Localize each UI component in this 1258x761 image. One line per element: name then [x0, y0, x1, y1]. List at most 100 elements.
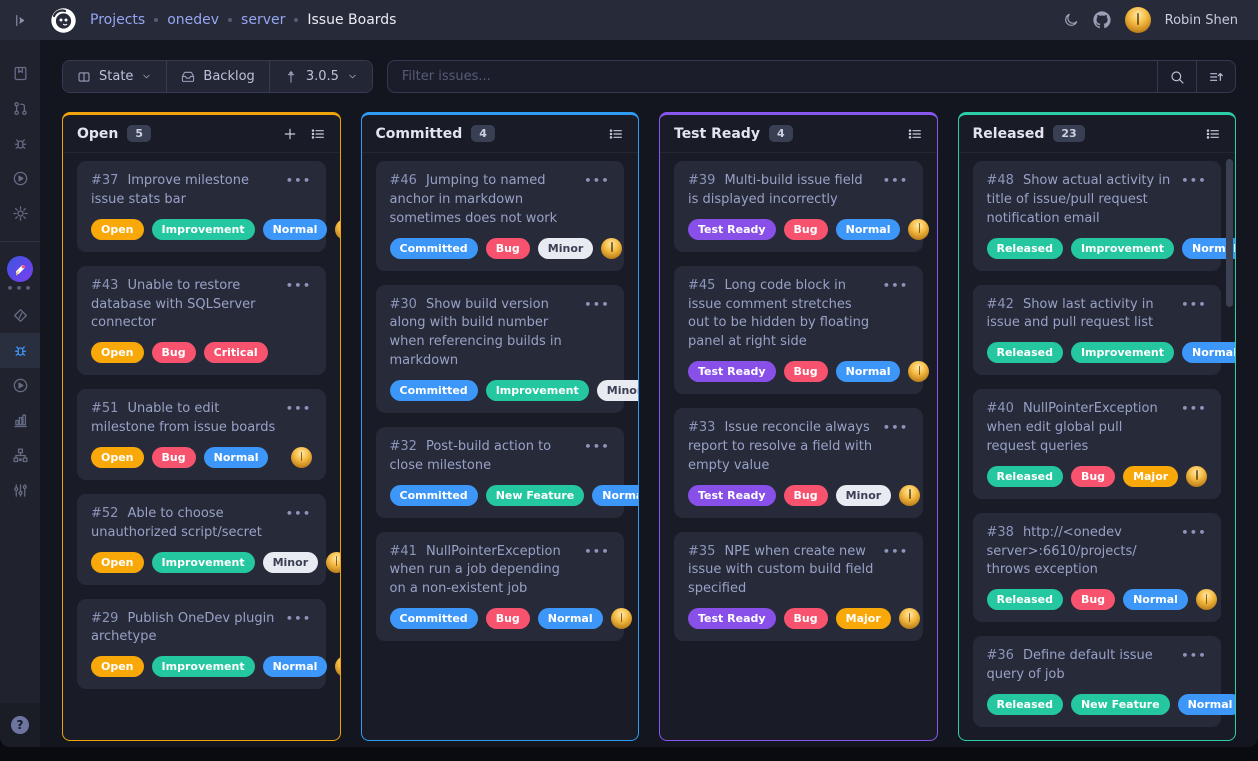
- issue-card-48[interactable]: #48 Show actual activity in title of issu…: [972, 161, 1235, 271]
- sidebar-item-project-settings[interactable]: [0, 473, 40, 508]
- card-menu-button[interactable]: •••: [882, 174, 909, 187]
- issue-card-38[interactable]: #38 http://<onedev server>:6610/projects/…: [972, 512, 1221, 623]
- assignee-avatar[interactable]: [335, 656, 340, 678]
- issue-card-41[interactable]: #41 NullPointerException when run a job d…: [375, 531, 632, 642]
- assignee-avatar[interactable]: [335, 218, 340, 240]
- sidebar-item-project-builds[interactable]: [0, 368, 40, 403]
- milestone-dropdown[interactable]: 3.0.5: [268, 61, 372, 92]
- sidebar-item-pull-requests[interactable]: [0, 91, 40, 126]
- project-overflow-dots[interactable]: •••: [6, 282, 34, 295]
- sidebar-item-project-issues[interactable]: [0, 333, 40, 368]
- issue-title: #32 Post-build action to close milestone: [389, 438, 552, 473]
- sidebar-item-settings[interactable]: [0, 196, 40, 231]
- sidebar-item-project-stats[interactable]: [0, 403, 40, 438]
- card-menu-button[interactable]: •••: [285, 174, 312, 187]
- card-menu-button[interactable]: •••: [882, 544, 909, 558]
- assignee-avatar[interactable]: [908, 218, 930, 240]
- assignee-avatar[interactable]: [326, 551, 340, 573]
- sidebar-item-builds[interactable]: [0, 161, 40, 196]
- github-icon: [1093, 11, 1111, 29]
- sidebar-toggle-button[interactable]: [0, 0, 40, 40]
- search-button[interactable]: [1157, 61, 1196, 92]
- github-link[interactable]: [1093, 11, 1111, 29]
- issue-card-33[interactable]: #33 Issue reconcile always report to reso…: [674, 408, 923, 518]
- filter-issues-input[interactable]: [387, 61, 1157, 92]
- column-header: Released 23: [958, 115, 1235, 153]
- issue-number: #35: [688, 543, 716, 559]
- card-menu-button[interactable]: •••: [285, 506, 312, 520]
- sidebar-item-project-code[interactable]: [0, 298, 40, 333]
- help-button[interactable]: ?: [11, 716, 29, 734]
- backlog-button[interactable]: Backlog: [166, 61, 269, 92]
- badge-open: Open: [91, 342, 144, 364]
- column-menu-button[interactable]: [608, 126, 624, 142]
- breadcrumb-item-server[interactable]: server: [241, 12, 286, 28]
- card-menu-button[interactable]: •••: [584, 544, 610, 558]
- column-scrollbar[interactable]: [1226, 159, 1233, 307]
- assignee-avatar[interactable]: [1186, 465, 1208, 487]
- issue-number: #48: [986, 173, 1014, 188]
- assignee-avatar[interactable]: [1195, 589, 1217, 611]
- dark-mode-toggle[interactable]: [1063, 12, 1079, 28]
- issue-card-37[interactable]: #37 Improve milestone issue stats bar •••…: [77, 161, 340, 252]
- issue-card-51[interactable]: #51 Unable to edit milestone from issue b…: [77, 389, 326, 480]
- saved-queries-button[interactable]: [1196, 61, 1235, 92]
- issue-card-40[interactable]: #40 NullPointerException when edit global…: [972, 389, 1221, 499]
- assignee-avatar[interactable]: [908, 361, 930, 383]
- issue-card-29[interactable]: #29 Publish OneDev plugin archetype ••• O…: [77, 598, 340, 690]
- assignee-avatar[interactable]: [899, 484, 921, 506]
- user-avatar[interactable]: [1124, 7, 1151, 33]
- card-menu-button[interactable]: •••: [882, 278, 909, 292]
- sidebar-item-code[interactable]: [0, 56, 40, 91]
- card-menu-button[interactable]: •••: [285, 402, 312, 416]
- card-menu-button[interactable]: •••: [584, 174, 610, 187]
- column-menu-button[interactable]: [907, 126, 923, 142]
- issue-card-30[interactable]: #30 Show build version along with build n…: [375, 284, 638, 413]
- badge-open: Open: [91, 551, 144, 573]
- card-top: #39 Multi-build issue field is displayed …: [688, 172, 909, 210]
- card-menu-button[interactable]: •••: [882, 421, 909, 435]
- issue-card-36[interactable]: #36 Define default issue query of job •••…: [972, 636, 1235, 727]
- issue-card-52[interactable]: #52 Able to choose unauthorized script/se…: [77, 493, 340, 585]
- issue-card-43[interactable]: #43 Unable to restore database with SQLSe…: [77, 265, 326, 376]
- card-menu-button[interactable]: •••: [1181, 402, 1207, 416]
- user-name[interactable]: Robin Shen: [1164, 12, 1238, 28]
- state-dropdown-label: State: [99, 69, 134, 84]
- onedev-logo[interactable]: [50, 7, 77, 34]
- column-menu-button[interactable]: [310, 126, 326, 142]
- assignee-avatar[interactable]: [898, 608, 920, 630]
- state-dropdown[interactable]: State: [63, 61, 167, 92]
- assignee-avatar[interactable]: [610, 608, 632, 630]
- card-menu-button[interactable]: •••: [1181, 649, 1207, 663]
- column-card-list: #39 Multi-build issue field is displayed …: [660, 153, 937, 740]
- column-menu-button[interactable]: [1205, 126, 1221, 142]
- issue-card-35[interactable]: #35 NPE when create new issue with custom…: [674, 531, 923, 642]
- project-avatar[interactable]: [7, 256, 33, 282]
- issue-card-39[interactable]: #39 Multi-build issue field is displayed …: [674, 161, 930, 252]
- card-menu-button[interactable]: •••: [1181, 174, 1207, 187]
- card-menu-button[interactable]: •••: [1181, 525, 1207, 539]
- assignee-avatar[interactable]: [290, 446, 312, 468]
- sidebar-item-project-hierarchy[interactable]: [0, 438, 40, 473]
- assignee-avatar[interactable]: [601, 237, 623, 259]
- badge-improvement: Improvement: [1070, 342, 1175, 364]
- issue-card-42[interactable]: #42 Show last activity in issue and pull …: [972, 284, 1235, 376]
- issue-card-32[interactable]: #32 Post-build action to close milestone …: [375, 426, 638, 518]
- sidebar-item-issues[interactable]: [0, 126, 40, 161]
- card-menu-button[interactable]: •••: [584, 439, 610, 453]
- card-menu-button[interactable]: •••: [1181, 297, 1207, 311]
- issue-title: #52 Able to choose unauthorized script/se…: [91, 505, 262, 540]
- sliders-icon: [12, 482, 29, 499]
- card-menu-button[interactable]: •••: [285, 278, 312, 292]
- column-header: Committed 4: [361, 115, 638, 153]
- breadcrumb-item-onedev[interactable]: onedev: [167, 12, 220, 28]
- add-issue-button[interactable]: [282, 126, 298, 142]
- card-menu-button[interactable]: •••: [285, 611, 312, 625]
- column-card-list: #46 Jumping to named anchor in markdown s…: [362, 153, 638, 740]
- issue-card-45[interactable]: #45 Long code block in issue comment stre…: [674, 265, 930, 395]
- column-header-actions: [608, 126, 624, 142]
- card-menu-button[interactable]: •••: [584, 297, 610, 311]
- breadcrumb-item-projects[interactable]: Projects: [90, 12, 146, 28]
- badge-bug: Bug: [485, 608, 530, 630]
- issue-card-46[interactable]: #46 Jumping to named anchor in markdown s…: [375, 161, 624, 271]
